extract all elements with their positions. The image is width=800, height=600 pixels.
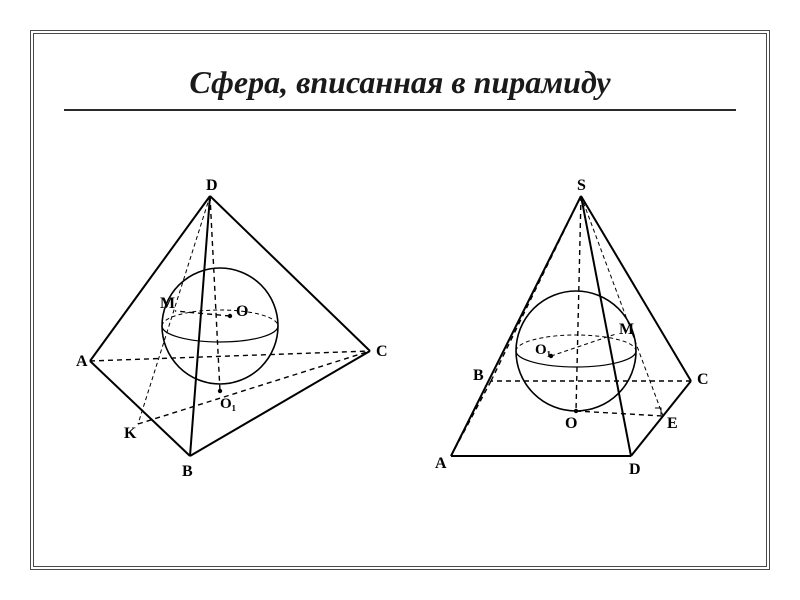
sphere-equator-back-2	[516, 335, 636, 351]
lbl-B1: B	[182, 463, 193, 480]
figure-tetrahedron: A B C D K O₁ O M	[70, 176, 400, 486]
line-SO-2	[576, 196, 581, 411]
sphere-outline-2	[516, 291, 636, 411]
line-KC	[138, 351, 370, 424]
pyramid-svg: S A B C D E O O₁ M	[411, 176, 731, 486]
edge-BD	[190, 196, 210, 456]
edge-BC	[190, 351, 370, 456]
lbl-C2: C	[697, 371, 709, 388]
figures-row: A B C D K O₁ O M	[64, 141, 736, 521]
line-O1M-2	[551, 334, 616, 356]
lbl-S2: S	[577, 177, 586, 194]
line-D-O1	[210, 196, 220, 391]
lbl-B2: B	[473, 367, 484, 384]
lbl-O1-1: O₁	[220, 396, 236, 412]
lbl-E2: E	[667, 415, 678, 432]
lbl-M-1: M	[160, 295, 175, 312]
lbl-A1: A	[76, 353, 88, 370]
edge-AC	[90, 351, 370, 361]
lbl-M-2: M	[619, 321, 634, 338]
sphere-equator-back-1	[162, 310, 278, 326]
pt-O-2	[573, 409, 577, 413]
slide-title: Сфера, вписанная в пирамиду	[64, 54, 736, 111]
tetrahedron-svg: A B C D K O₁ O M	[70, 176, 400, 486]
sphere-equator-front-1	[162, 326, 278, 342]
slide-frame: Сфера, вписанная в пирамиду	[30, 30, 770, 570]
pt-O-1	[227, 314, 231, 318]
edge-AB	[90, 361, 190, 456]
lbl-O-1: O	[236, 303, 248, 320]
sphere-equator-front-2	[516, 351, 636, 367]
line-OE-2	[576, 411, 663, 416]
sphere-outline-1	[162, 268, 278, 384]
lbl-C1: C	[376, 343, 388, 360]
lbl-O-2: O	[565, 415, 577, 432]
lbl-O1-2: O₁	[535, 342, 551, 358]
lbl-A2: A	[435, 455, 447, 472]
line-OM	[175, 311, 230, 316]
lbl-D1: D	[206, 177, 218, 194]
edge-DC-2	[631, 381, 691, 456]
lbl-K1: K	[124, 425, 137, 442]
edge-CD	[210, 196, 370, 351]
pt-O1-1	[217, 389, 221, 393]
edge-AD	[90, 196, 210, 361]
lbl-D2: D	[629, 461, 641, 478]
line-SE-2	[581, 196, 663, 416]
figure-pyramid: S A B C D E O O₁ M	[411, 176, 731, 486]
